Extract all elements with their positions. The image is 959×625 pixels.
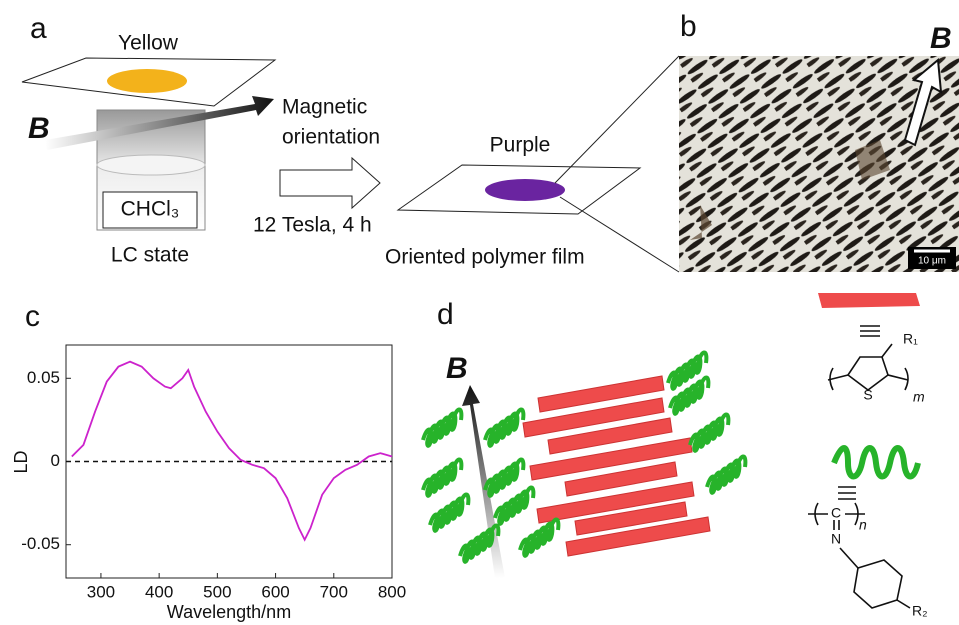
- thiophene: [828, 326, 908, 390]
- data-line: [72, 362, 392, 540]
- film-label: Oriented polymer film: [385, 246, 585, 269]
- atom: S: [863, 387, 872, 403]
- subscript: m: [913, 389, 925, 405]
- y-axis-label: LD: [11, 450, 31, 473]
- scale-label: 10 μm: [918, 256, 946, 267]
- process-label: orientation: [282, 126, 380, 149]
- atom: N: [831, 531, 841, 547]
- x-tick-label: 800: [378, 582, 406, 601]
- y-tick-label: 0: [51, 451, 60, 470]
- figure: a CHCl₃ Yellow B LC state Magnetic orien…: [0, 0, 959, 625]
- panel-label: b: [680, 10, 697, 43]
- color-label: Purple: [490, 134, 551, 157]
- field-label: B: [28, 112, 50, 145]
- panel-label: d: [437, 298, 454, 331]
- field-label: B: [930, 22, 952, 55]
- x-tick-label: 400: [145, 582, 173, 601]
- process-label: Magnetic: [282, 96, 367, 119]
- helix-legend: [834, 448, 918, 477]
- color-label: Yellow: [118, 32, 179, 55]
- y-tick-label: 0.05: [27, 368, 60, 387]
- substituent: R₁: [903, 331, 918, 347]
- panel-d: d B R₁ S m C N n R₂: [423, 293, 928, 619]
- panel-a: a CHCl₃ Yellow B LC state Magnetic orien…: [22, 12, 679, 272]
- x-tick-label: 300: [87, 582, 115, 601]
- process-arrow: [280, 158, 380, 208]
- yellow-spot: [107, 69, 187, 93]
- atom: C: [831, 505, 841, 521]
- x-axis-label: Wavelength/nm: [167, 602, 291, 622]
- polyisocyanide: [808, 487, 910, 608]
- condition-label: 12 Tesla, 4 h: [253, 214, 372, 237]
- solution: [97, 155, 205, 175]
- substituent: R₂: [912, 603, 928, 619]
- purple-spot: [485, 179, 565, 201]
- panel-label: c: [25, 300, 40, 333]
- state-label: LC state: [111, 244, 189, 267]
- panel-label: a: [30, 12, 47, 45]
- x-tick-label: 700: [320, 582, 348, 601]
- field-label: B: [446, 352, 468, 385]
- subscript: n: [859, 517, 867, 533]
- y-tick-label: -0.05: [21, 534, 60, 553]
- panel-c: c Wavelength/nm LD 300 400 500 600 700 800 0.0…: [11, 300, 406, 622]
- zoom-line: [555, 56, 679, 183]
- panel-b: b B 10 μm: [679, 10, 959, 272]
- x-tick-label: 600: [261, 582, 289, 601]
- rod-legend: [818, 293, 920, 308]
- solvent: CHCl₃: [121, 198, 180, 221]
- x-tick-label: 500: [203, 582, 231, 601]
- micrograph: [679, 56, 959, 272]
